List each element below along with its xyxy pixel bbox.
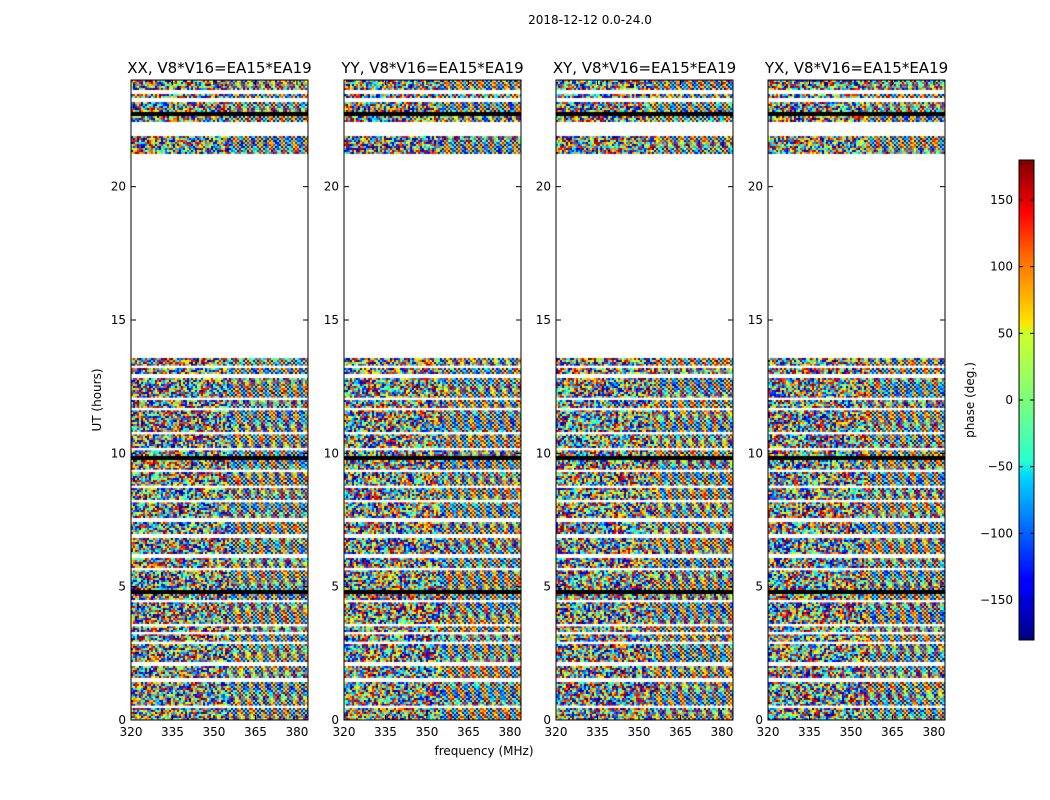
y-tick-label: 5 bbox=[331, 580, 339, 594]
y-tick-label: 5 bbox=[755, 580, 763, 594]
x-tick-label: 350 bbox=[203, 725, 226, 739]
colorbar: 150 100 50 0 −50 −100 −150 phase (deg.) bbox=[963, 159, 1035, 641]
colorbar-tick-label: 150 bbox=[990, 193, 1013, 207]
y-tick-label: 20 bbox=[111, 180, 126, 194]
panel-yx: YX, V8*V16=EA15*EA19 320 335 350 365 380 0 5 10 1… bbox=[748, 59, 948, 739]
colorbar-tick-label: −100 bbox=[980, 526, 1013, 540]
phase-heatmap bbox=[344, 80, 521, 720]
panel-title: YX, V8*V16=EA15*EA19 bbox=[764, 59, 948, 77]
y-tick-label: 20 bbox=[748, 180, 763, 194]
colorbar-tick-label: −150 bbox=[980, 593, 1013, 607]
x-tick-label: 320 bbox=[333, 725, 356, 739]
panel-title: XY, V8*V16=EA15*EA19 bbox=[553, 59, 736, 77]
y-tick-label: 15 bbox=[536, 313, 551, 327]
x-tick-label: 380 bbox=[710, 725, 733, 739]
panel-xy: XY, V8*V16=EA15*EA19 320 335 350 365 380 0 5 10 1… bbox=[536, 59, 736, 739]
panel-yy: YY, V8*V16=EA15*EA19 320 335 350 365 380 0 5 10 1… bbox=[324, 59, 524, 739]
x-tick-label: 320 bbox=[757, 725, 780, 739]
panel-frame bbox=[555, 79, 734, 721]
y-tick-label: 10 bbox=[748, 446, 763, 460]
colorbar-tick-label: −50 bbox=[988, 460, 1013, 474]
x-tick-label: 380 bbox=[922, 725, 945, 739]
x-tick-label: 365 bbox=[244, 725, 267, 739]
colorbar-tick-label: 0 bbox=[1005, 393, 1013, 407]
colorbar-tick-label: 50 bbox=[998, 326, 1013, 340]
x-tick-label: 335 bbox=[586, 725, 609, 739]
x-tick-label: 335 bbox=[374, 725, 397, 739]
phase-heatmap bbox=[768, 80, 945, 720]
figure-title: 2018-12-12 0.0-24.0 bbox=[528, 13, 652, 27]
x-tick-label: 365 bbox=[881, 725, 904, 739]
x-tick-label: 365 bbox=[457, 725, 480, 739]
y-tick-label: 10 bbox=[324, 446, 339, 460]
panel-frame bbox=[130, 79, 309, 721]
x-tick-label: 365 bbox=[669, 725, 692, 739]
x-tick-label: 350 bbox=[840, 725, 863, 739]
panel-xx: XX, V8*V16=EA15*EA19 320 335 350 365 380 0 5 10 1… bbox=[111, 59, 312, 739]
y-tick-label: 15 bbox=[748, 313, 763, 327]
panel-frame bbox=[767, 79, 946, 721]
y-tick-label: 0 bbox=[118, 713, 126, 727]
x-axis-label: frequency (MHz) bbox=[434, 744, 533, 758]
y-tick-label: 0 bbox=[331, 713, 339, 727]
y-tick-label: 15 bbox=[324, 313, 339, 327]
panel-frame bbox=[343, 79, 522, 721]
x-tick-label: 350 bbox=[416, 725, 439, 739]
x-tick-label: 380 bbox=[285, 725, 308, 739]
x-tick-label: 380 bbox=[498, 725, 521, 739]
phase-heatmap bbox=[556, 80, 733, 720]
y-tick-label: 20 bbox=[536, 180, 551, 194]
panel-title: XX, V8*V16=EA15*EA19 bbox=[127, 59, 311, 77]
y-tick-label: 20 bbox=[324, 180, 339, 194]
x-tick-label: 320 bbox=[120, 725, 143, 739]
y-tick-label: 5 bbox=[118, 580, 126, 594]
y-tick-label: 10 bbox=[536, 446, 551, 460]
x-tick-label: 320 bbox=[545, 725, 568, 739]
panel-title: YY, V8*V16=EA15*EA19 bbox=[340, 59, 523, 77]
x-tick-label: 335 bbox=[161, 725, 184, 739]
y-tick-label: 5 bbox=[543, 580, 551, 594]
x-tick-label: 350 bbox=[628, 725, 651, 739]
colorbar-tick-label: 100 bbox=[990, 260, 1013, 274]
x-tick-label: 335 bbox=[798, 725, 821, 739]
phase-heatmap bbox=[131, 80, 308, 720]
y-tick-label: 10 bbox=[111, 446, 126, 460]
colorbar-label: phase (deg.) bbox=[963, 362, 977, 438]
y-axis-label: UT (hours) bbox=[90, 368, 104, 431]
y-tick-label: 0 bbox=[755, 713, 763, 727]
y-tick-label: 15 bbox=[111, 313, 126, 327]
y-tick-label: 0 bbox=[543, 713, 551, 727]
